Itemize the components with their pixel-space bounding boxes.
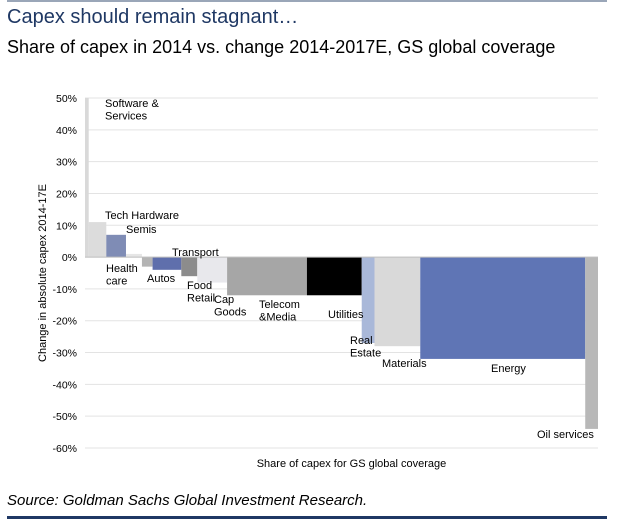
bar [374, 257, 421, 347]
bottom-rule [7, 516, 607, 519]
bar-label: Telecom [259, 299, 300, 311]
y-tick-label: -30% [52, 348, 77, 360]
bar [585, 257, 598, 429]
y-tick-label: 30% [56, 157, 77, 169]
source-note: Source: Goldman Sachs Global Investment … [7, 492, 368, 509]
y-tick-label: 50% [56, 93, 77, 105]
bar-label: Energy [491, 363, 526, 375]
bar-labels: Software &Services Tech Hardware Semis Heal… [105, 98, 594, 441]
bar-label: care [106, 276, 127, 288]
bar-label: Semis [126, 224, 157, 236]
bar [306, 257, 362, 296]
bar [125, 253, 142, 258]
bars [85, 98, 598, 429]
bar [361, 257, 375, 343]
bar [181, 257, 198, 277]
top-rule [7, 0, 607, 2]
chart-subtitle: Share of capex in 2014 vs. change 2014-2… [7, 37, 556, 57]
y-tick-label: -40% [52, 379, 77, 391]
bar-label: Oil services [537, 429, 594, 441]
y-tick-label: 40% [56, 125, 77, 137]
bar-label: Utilities [328, 309, 364, 321]
y-tick-label: -20% [52, 316, 77, 328]
bar-label: Services [105, 111, 148, 123]
bar [106, 234, 126, 258]
bar [227, 257, 307, 296]
bar-label: Software & [105, 98, 159, 110]
bar-label: Tech Hardware [105, 210, 179, 222]
bar-label: Cap [214, 294, 234, 306]
bar-label: Health [106, 263, 138, 275]
bar-label: Estate [350, 348, 381, 360]
bar-label: Autos [147, 273, 176, 285]
bar [88, 222, 107, 258]
bar-label: &Media [259, 312, 297, 324]
y-axis-ticks: 50% 40% 30% 20% 10% 0% -10% -20% -30% -40% -50% -60… [52, 93, 77, 455]
bar-label: Food [187, 280, 212, 292]
y-tick-label: 10% [56, 220, 77, 232]
y-tick-label: -60% [52, 443, 77, 455]
y-tick-label: -50% [52, 411, 77, 423]
y-axis-label: Change in absolute capex 2014-17E [37, 184, 49, 362]
chart-title: Capex should remain stagnant… [7, 6, 299, 28]
y-tick-label: 0% [62, 252, 77, 264]
bar [85, 98, 89, 258]
bar-label: Materials [382, 358, 427, 370]
bar-label: Goods [214, 307, 247, 319]
bar [197, 257, 228, 283]
x-axis-label: Share of capex for GS global coverage [257, 458, 447, 470]
bar-label: Transport [172, 247, 219, 259]
y-tick-label: 20% [56, 188, 77, 200]
bar-label: Real [350, 335, 373, 347]
y-tick-label: -10% [52, 284, 77, 296]
bar [141, 257, 153, 267]
bar-label: Retail [187, 293, 215, 305]
bar [420, 257, 586, 359]
bar [152, 257, 182, 270]
